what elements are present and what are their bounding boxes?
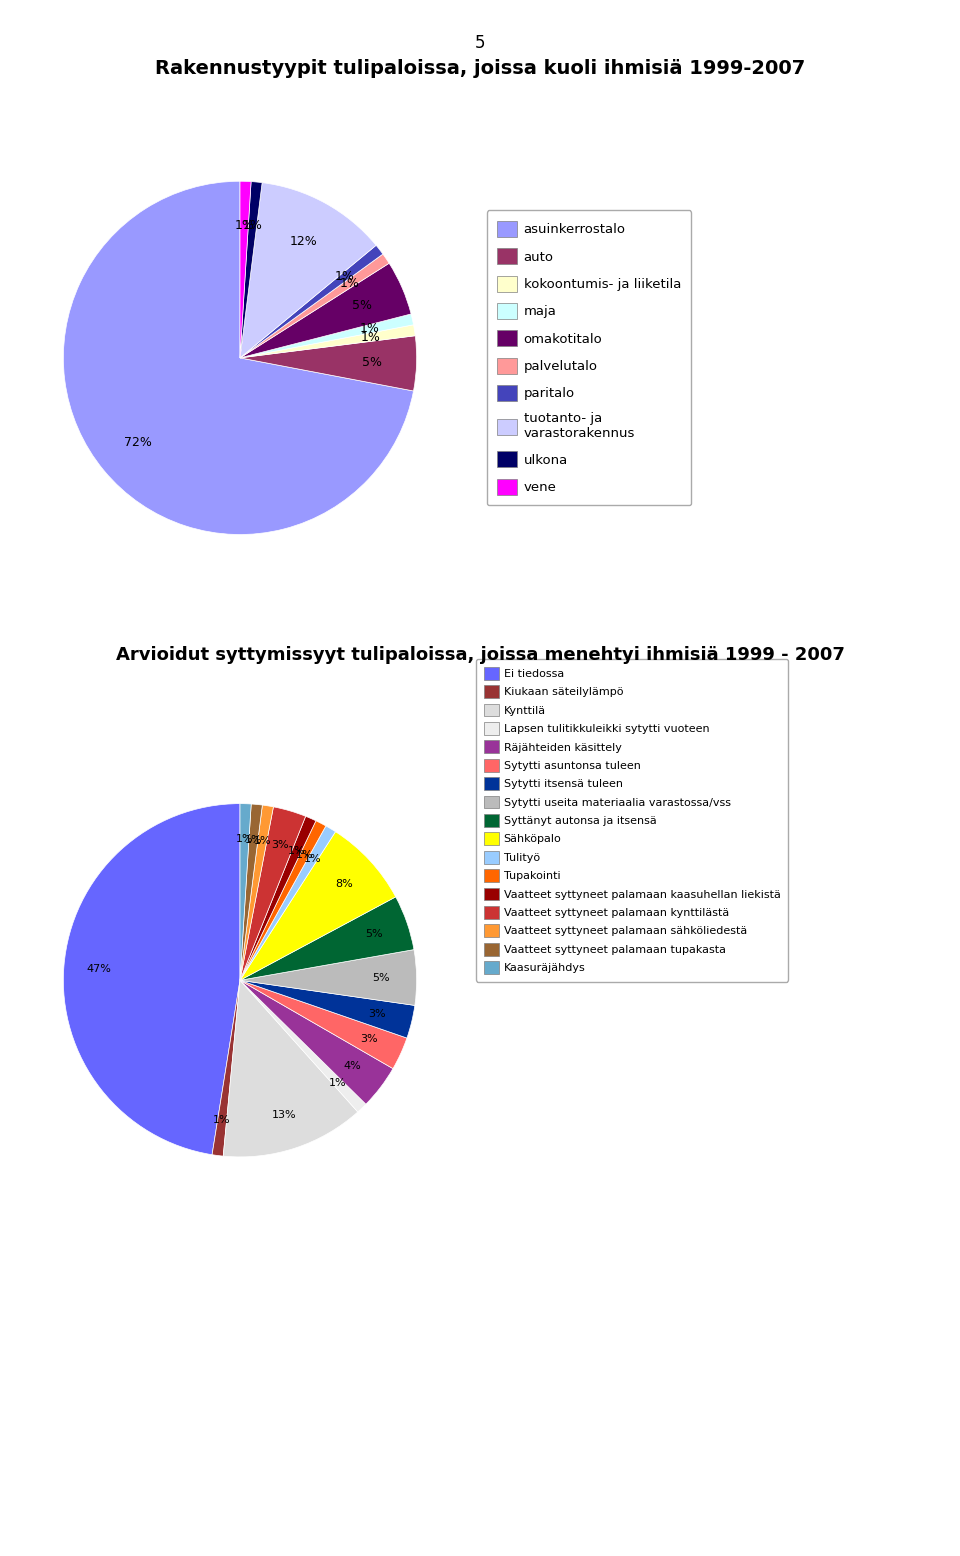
Wedge shape [63,803,240,1155]
Legend: Ei tiedossa, Kiukaan säteilylämpö, Kynttilä, Lapsen tulitikkuleikki sytytti vuot: Ei tiedossa, Kiukaan säteilylämpö, Kyntt… [476,660,788,982]
Text: 1%: 1% [328,1078,347,1088]
Text: 1%: 1% [213,1116,231,1125]
Wedge shape [240,804,262,980]
Text: 5: 5 [475,34,485,53]
Text: 3%: 3% [271,840,289,850]
Text: 12%: 12% [290,235,318,249]
Text: 13%: 13% [272,1109,297,1119]
Text: 47%: 47% [86,965,111,974]
Text: 5%: 5% [365,929,382,940]
Wedge shape [240,826,335,980]
Legend: asuinkerrostalo, auto, kokoontumis- ja liiketila, maja, omakotitalo, palvelutalo: asuinkerrostalo, auto, kokoontumis- ja l… [487,210,691,506]
Wedge shape [240,325,416,358]
Text: 3%: 3% [360,1035,377,1044]
Text: 1%: 1% [245,834,262,845]
Text: Rakennustyypit tulipaloissa, joissa kuoli ihmisiä 1999-2007: Rakennustyypit tulipaloissa, joissa kuol… [155,59,805,78]
Wedge shape [240,980,415,1038]
Wedge shape [240,336,417,391]
Text: 5%: 5% [351,299,372,311]
Wedge shape [63,180,414,535]
Wedge shape [240,817,316,980]
Text: 5%: 5% [363,355,382,369]
Wedge shape [240,820,325,980]
Text: 1%: 1% [296,850,314,859]
Text: 1%: 1% [361,331,381,344]
Text: 1%: 1% [288,846,305,856]
Wedge shape [240,804,274,980]
Wedge shape [240,896,414,980]
Wedge shape [240,254,389,358]
Text: Arvioidut syttymissyyt tulipaloissa, joissa menehtyi ihmisiä 1999 - 2007: Arvioidut syttymissyyt tulipaloissa, joi… [115,646,845,664]
Text: 4%: 4% [344,1061,361,1071]
Wedge shape [240,263,411,358]
Text: 8%: 8% [335,879,352,890]
Text: 3%: 3% [369,1008,386,1019]
Wedge shape [240,180,252,358]
Wedge shape [240,949,417,1005]
Wedge shape [240,803,252,980]
Text: 1%: 1% [303,854,322,864]
Wedge shape [240,980,407,1069]
Wedge shape [224,980,358,1158]
Wedge shape [240,980,393,1105]
Wedge shape [240,182,262,358]
Text: 1%: 1% [340,277,359,289]
Text: 72%: 72% [124,436,152,448]
Wedge shape [240,808,305,980]
Wedge shape [240,182,376,358]
Text: 1%: 1% [359,322,379,336]
Text: 1%: 1% [335,271,354,283]
Wedge shape [240,831,396,980]
Text: 5%: 5% [372,972,390,983]
Text: 1%: 1% [243,219,262,232]
Wedge shape [240,246,383,358]
Text: 1%: 1% [253,836,271,846]
Text: 1%: 1% [235,834,253,843]
Text: 1%: 1% [234,219,254,232]
Wedge shape [240,314,414,358]
Wedge shape [212,980,240,1156]
Wedge shape [240,980,366,1113]
